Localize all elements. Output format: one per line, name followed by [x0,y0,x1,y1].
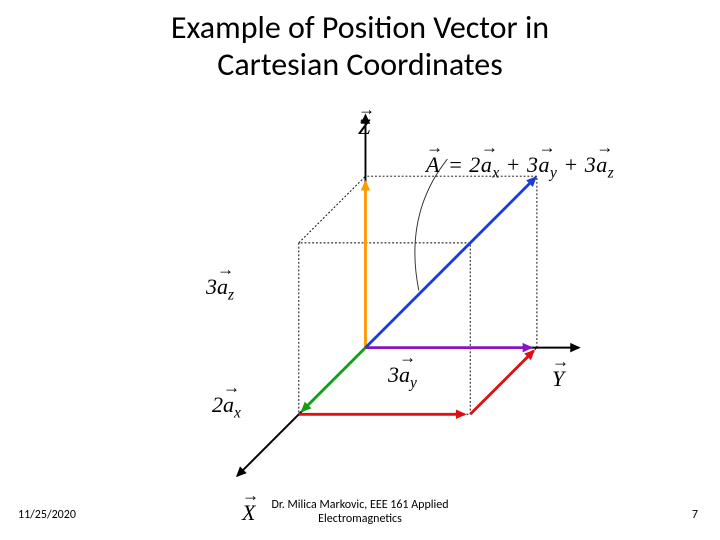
label-3ay: 3ay [388,362,417,392]
footer-line-1: Dr. Milica Markovic, EEE 161 Applied [271,498,448,512]
footer-center: Dr. Milica Markovic, EEE 161 Applied Ele… [0,498,720,526]
footer-line-2: Electromagnetics [318,512,402,526]
equation-label: A = 2ax + 3ay + 3az [426,152,614,182]
diagram: Z Y X A = 2ax + 3ay + 3az 3az 2ax 3ay [150,100,600,500]
label-2ax: 2ax [212,392,241,422]
label-3az: 3az [206,274,234,304]
footer-page: 7 [692,508,698,522]
title-line-2: Cartesian Coordinates [217,45,502,84]
title-line-1: Example of Position Vector in [171,8,549,47]
slide-title: Example of Position Vector in Cartesian … [0,10,720,84]
axis-label-z: Z [358,114,370,140]
axis-label-y: Y [552,366,564,392]
